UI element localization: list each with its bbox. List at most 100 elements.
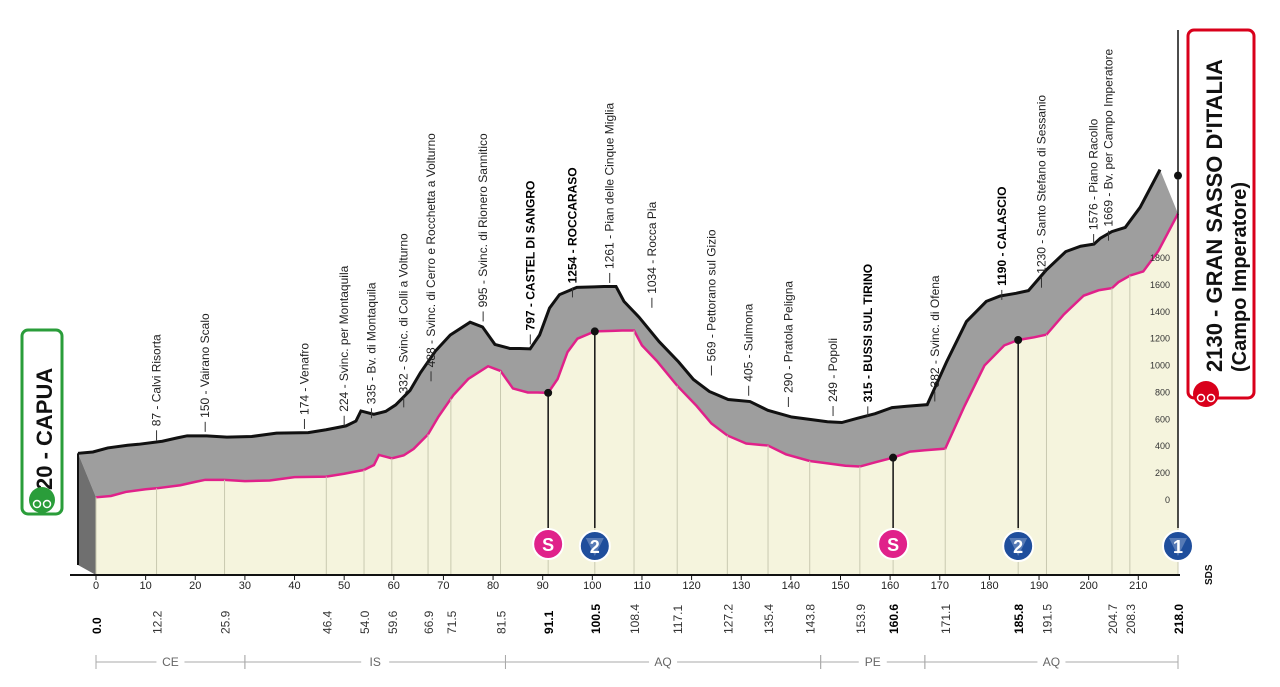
x-tick-label: 210 <box>1129 580 1147 592</box>
elevation-tick-label: 800 <box>1155 387 1170 397</box>
region-label-bg <box>361 654 390 670</box>
waypoint-label: 797 - CASTEL DI SANGRO <box>523 181 537 331</box>
finish-sublabel: (Campo Imperatore) <box>1229 182 1251 372</box>
km-label: 59.6 <box>386 610 400 634</box>
elevation-tick-label: 1600 <box>1150 280 1170 290</box>
km-label: 12.2 <box>151 610 165 634</box>
finish-bike-wheel <box>1206 393 1216 403</box>
start-block <box>78 453 96 575</box>
climb-triangle <box>585 538 604 556</box>
x-tick-label: 30 <box>239 580 251 592</box>
km-label: 54.0 <box>358 610 372 634</box>
waypoint-label: 335 - Bv. di Montaquila <box>364 282 378 404</box>
waypoint-label: 290 - Pratola Peligna <box>781 281 795 393</box>
region-label-bg <box>649 654 678 670</box>
region-label-bg <box>156 654 185 670</box>
km-label: 185.8 <box>1012 604 1026 634</box>
x-tick-label: 10 <box>140 580 152 592</box>
region-label: CE <box>162 655 179 669</box>
profile-line <box>95 213 1180 499</box>
km-label: 204.7 <box>1106 604 1120 634</box>
x-tick-label: 160 <box>881 580 899 592</box>
waypoint-label: 1034 - Rocca Pia <box>645 201 659 293</box>
region-label-bg <box>1037 654 1066 670</box>
climb-category-label: 2 <box>590 537 600 557</box>
km-label: 81.5 <box>495 610 509 634</box>
x-tick-label: 130 <box>732 580 750 592</box>
region-label: IS <box>370 655 381 669</box>
x-tick-label: 100 <box>583 580 601 592</box>
km-label: 108.4 <box>628 604 642 634</box>
waypoint-label: 1261 - Pian delle Cinque Miglia <box>603 103 617 269</box>
x-tick-label: 170 <box>931 580 949 592</box>
waypoint-label: 569 - Pettorano sul Gizio <box>704 229 718 361</box>
start-bike-wheel <box>42 499 52 509</box>
sprint-label: S <box>542 535 554 555</box>
finish-marker-label: SDS <box>1204 564 1215 585</box>
finish-bike-wheel <box>1196 393 1206 403</box>
km-label: 100.5 <box>589 604 603 634</box>
waypoint-label: 1190 - CALASCIO <box>995 187 1009 286</box>
km-label: 91.1 <box>542 610 556 634</box>
waypoint-label: 382 - Svinc. di Ofena <box>928 275 942 387</box>
x-tick-label: 40 <box>288 580 300 592</box>
x-tick-label: 50 <box>338 580 350 592</box>
waypoint-label: 224 - Svinc. per Montaquila <box>337 265 351 411</box>
elevation-tick-label: 1400 <box>1150 307 1170 317</box>
km-label: 191.5 <box>1040 604 1054 634</box>
elevation-tick-label: 1800 <box>1150 253 1170 263</box>
climb-triangle <box>1009 538 1028 556</box>
region-label: AQ <box>1043 655 1060 669</box>
waypoint-label: 405 - Sulmona <box>742 303 756 381</box>
finish-bike-icon <box>1193 381 1219 407</box>
x-tick-label: 60 <box>388 580 400 592</box>
x-tick-label: 180 <box>980 580 998 592</box>
road-band <box>78 169 1178 498</box>
x-tick-label: 0 <box>93 580 99 592</box>
waypoint-label: 1576 - Piano Racollo <box>1087 118 1101 230</box>
km-label: 127.2 <box>721 604 735 634</box>
waypoint-label: 1669 - Bv. per Campo Imperatore <box>1102 48 1116 226</box>
x-tick-label: 120 <box>682 580 700 592</box>
elevation-tick-label: 1200 <box>1150 334 1170 344</box>
x-tick-label: 150 <box>831 580 849 592</box>
waypoint-label: 174 - Venafro <box>297 343 311 415</box>
start-bike-icon <box>29 487 55 513</box>
x-tick-label: 90 <box>537 580 549 592</box>
waypoint-label: 315 - BUSSI SUL TIRINO <box>861 264 875 402</box>
km-label: 208.3 <box>1124 604 1138 634</box>
elevation-tick-label: 0 <box>1165 495 1170 505</box>
sprint-circle <box>532 528 565 560</box>
x-tick-label: 110 <box>633 580 651 592</box>
km-label: 160.6 <box>887 604 901 634</box>
region-label-bg <box>858 654 887 670</box>
x-tick-label: 190 <box>1030 580 1048 592</box>
km-label: 25.9 <box>219 610 233 634</box>
km-label: 46.4 <box>320 610 334 634</box>
sprint-label: S <box>887 535 899 555</box>
elevation-tick-label: 200 <box>1155 468 1170 478</box>
waypoint-label: 332 - Svinc. di Colli a Volturno <box>397 233 411 393</box>
km-label: 66.9 <box>422 610 436 634</box>
climb-category-label: 1 <box>1173 537 1183 557</box>
elevation-tick-label: 400 <box>1155 441 1170 451</box>
waypoint-label: 87 - Calvi Risorta <box>150 334 164 426</box>
sprint-circle <box>877 528 910 560</box>
x-tick-label: 200 <box>1079 580 1097 592</box>
x-tick-label: 70 <box>437 580 449 592</box>
start-label-box <box>20 328 64 516</box>
elevation-tick-label: 600 <box>1155 414 1170 424</box>
road-top-edge <box>77 168 1162 455</box>
waypoint-label: 1230 - Santo Stefano di Sessanio <box>1035 95 1049 274</box>
waypoint-label: 249 - Popoli <box>826 338 840 402</box>
x-tick-label: 20 <box>189 580 201 592</box>
elevation-tick-label: 1000 <box>1150 361 1170 371</box>
profile-fill <box>96 213 1178 575</box>
km-label: 117.1 <box>671 605 685 634</box>
climb-category-label: 2 <box>1013 537 1023 557</box>
climb-circle <box>1002 530 1035 562</box>
waypoint-label: 995 - Svinc. di Rionero Sannitico <box>476 133 490 307</box>
waypoint-label: 488 - Svinc. di Cerro e Rocchetta a Volt… <box>424 133 438 367</box>
